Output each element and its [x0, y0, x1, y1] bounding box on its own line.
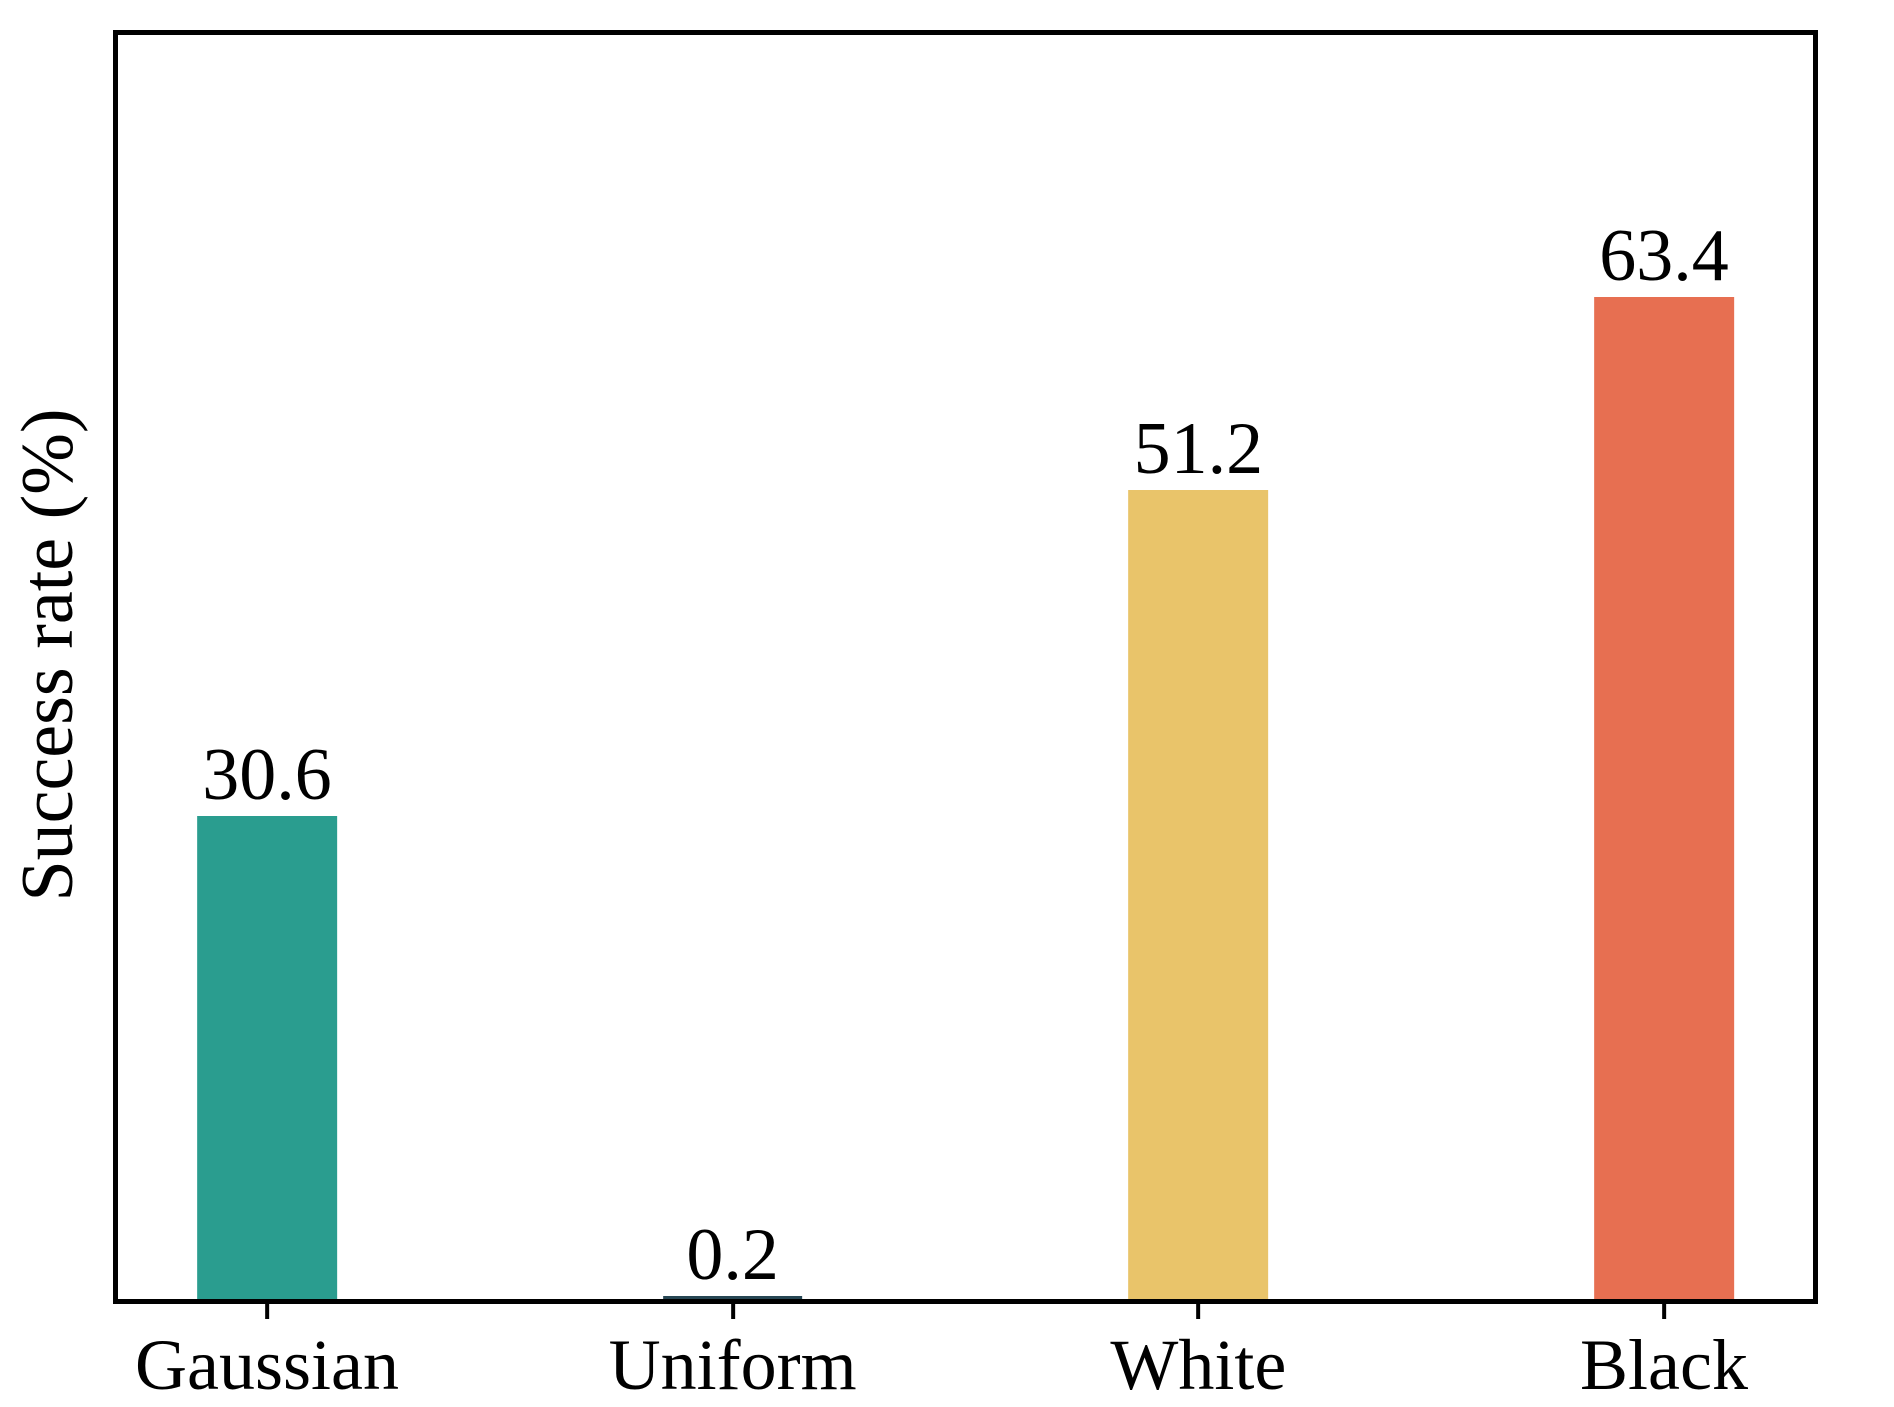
x-tick-label-gaussian: Gaussian	[135, 1325, 399, 1405]
y-axis-label: Success rate (%)	[7, 408, 89, 902]
bar-group-black: 63.4 Black	[1580, 35, 1748, 1401]
bar-value-label-gaussian: 30.6	[202, 733, 332, 816]
x-tick-mark-gaussian	[265, 1304, 269, 1319]
x-tick-label-uniform: Uniform	[608, 1325, 857, 1405]
bar-white	[1128, 490, 1269, 1299]
x-tick-mark-black	[1661, 1304, 1666, 1319]
bar-value-label-white: 51.2	[1133, 408, 1264, 491]
bar-value-label-uniform: 0.2	[686, 1213, 779, 1296]
x-tick-label-black: Black	[1580, 1325, 1748, 1405]
bar-gaussian	[197, 815, 337, 1299]
x-tick-label-white: White	[1110, 1325, 1287, 1405]
x-tick-mark-white	[1196, 1304, 1201, 1319]
x-tick-mark-uniform	[730, 1304, 735, 1319]
bar-black	[1594, 297, 1734, 1299]
bar-group-gaussian: 30.6 Gaussian	[135, 35, 399, 1401]
bar-group-white: 51.2 White	[1110, 35, 1286, 1401]
bar-value-label-black: 63.4	[1599, 215, 1729, 298]
bar-uniform	[662, 1295, 803, 1299]
plot-area: 30.6 Gaussian 0.2 Uniform 51.2 White 63.…	[113, 30, 1818, 1401]
bar-group-uniform: 0.2 Uniform	[609, 35, 857, 1401]
